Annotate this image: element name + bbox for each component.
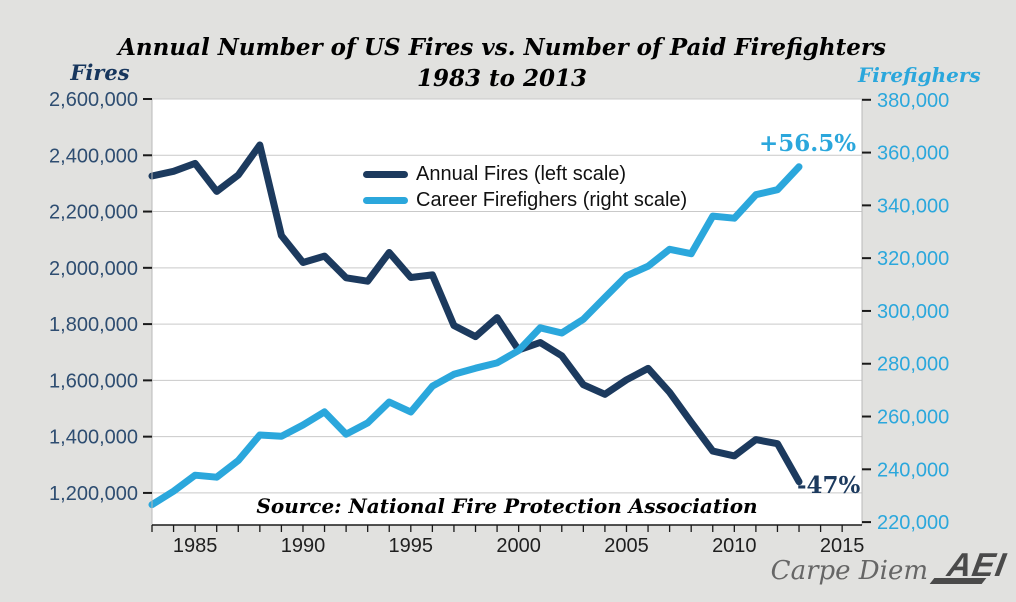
left-tick-label: 1,200,000 [49, 483, 138, 505]
left-tick-label: 1,800,000 [49, 314, 138, 336]
aei-logo: AEI [929, 546, 1012, 590]
chart-title: Annual Number of US Fires vs. Number of … [0, 32, 1004, 94]
right-axis-title: Firefighers [858, 63, 981, 87]
x-tick-label: 2000 [496, 535, 541, 557]
left-tick-label: 2,000,000 [49, 258, 138, 280]
x-tick-label: 2015 [820, 535, 865, 557]
right-tick-label: 360,000 [877, 143, 949, 165]
x-tick-label: 2010 [712, 535, 757, 557]
chart-title-line1: Annual Number of US Fires vs. Number of … [118, 34, 886, 61]
right-tick-label: 260,000 [877, 407, 949, 429]
left-tick-label: 2,400,000 [49, 145, 138, 167]
career-firefighters-line [148, 163, 803, 509]
x-tick-label: 1995 [389, 535, 434, 557]
left-tick-label: 1,400,000 [49, 427, 138, 449]
fires-change-annotation: -47% [797, 472, 861, 499]
legend-item-firefighters: Career Firefighers (right scale) [363, 187, 687, 213]
left-axis-title: Fires [70, 60, 130, 85]
legend-label-fires: Annual Fires (left scale) [416, 162, 627, 185]
fires-line-swatch [363, 170, 408, 178]
x-tick-label: 2005 [604, 535, 649, 557]
left-tick-label: 2,600,000 [49, 89, 138, 111]
right-tick-label: 320,000 [877, 248, 949, 270]
right-tick-label: 220,000 [877, 512, 949, 534]
aei-logo-swoosh-icon [929, 578, 987, 584]
right-tick-label: 300,000 [877, 301, 949, 323]
plot-area [152, 99, 862, 525]
legend-label-firefighters: Career Firefighers (right scale) [416, 188, 688, 211]
firefighters-line-swatch [363, 196, 408, 204]
x-tick-label: 1990 [281, 535, 326, 557]
left-tick-label: 1,600,000 [49, 370, 138, 392]
right-tick-label: 240,000 [877, 459, 949, 481]
x-tick-label: 1985 [173, 535, 218, 557]
left-tick-label: 2,200,000 [49, 202, 138, 224]
chart-legend: Annual Fires (left scale) Career Firefig… [363, 161, 687, 213]
annual-fires-line [148, 141, 803, 486]
aei-logo-text: AEI [944, 546, 1010, 583]
right-tick-label: 340,000 [877, 195, 949, 217]
legend-item-fires: Annual Fires (left scale) [363, 161, 687, 187]
firefighters-change-annotation: +56.5% [759, 130, 857, 157]
chart-title-line2: 1983 to 2013 [416, 65, 587, 92]
carpe-diem-wordmark: Carpe Diem [770, 556, 928, 586]
right-tick-label: 280,000 [877, 354, 949, 376]
right-tick-label: 380,000 [877, 90, 949, 112]
source-note: Source: National Fire Protection Associa… [256, 494, 758, 518]
